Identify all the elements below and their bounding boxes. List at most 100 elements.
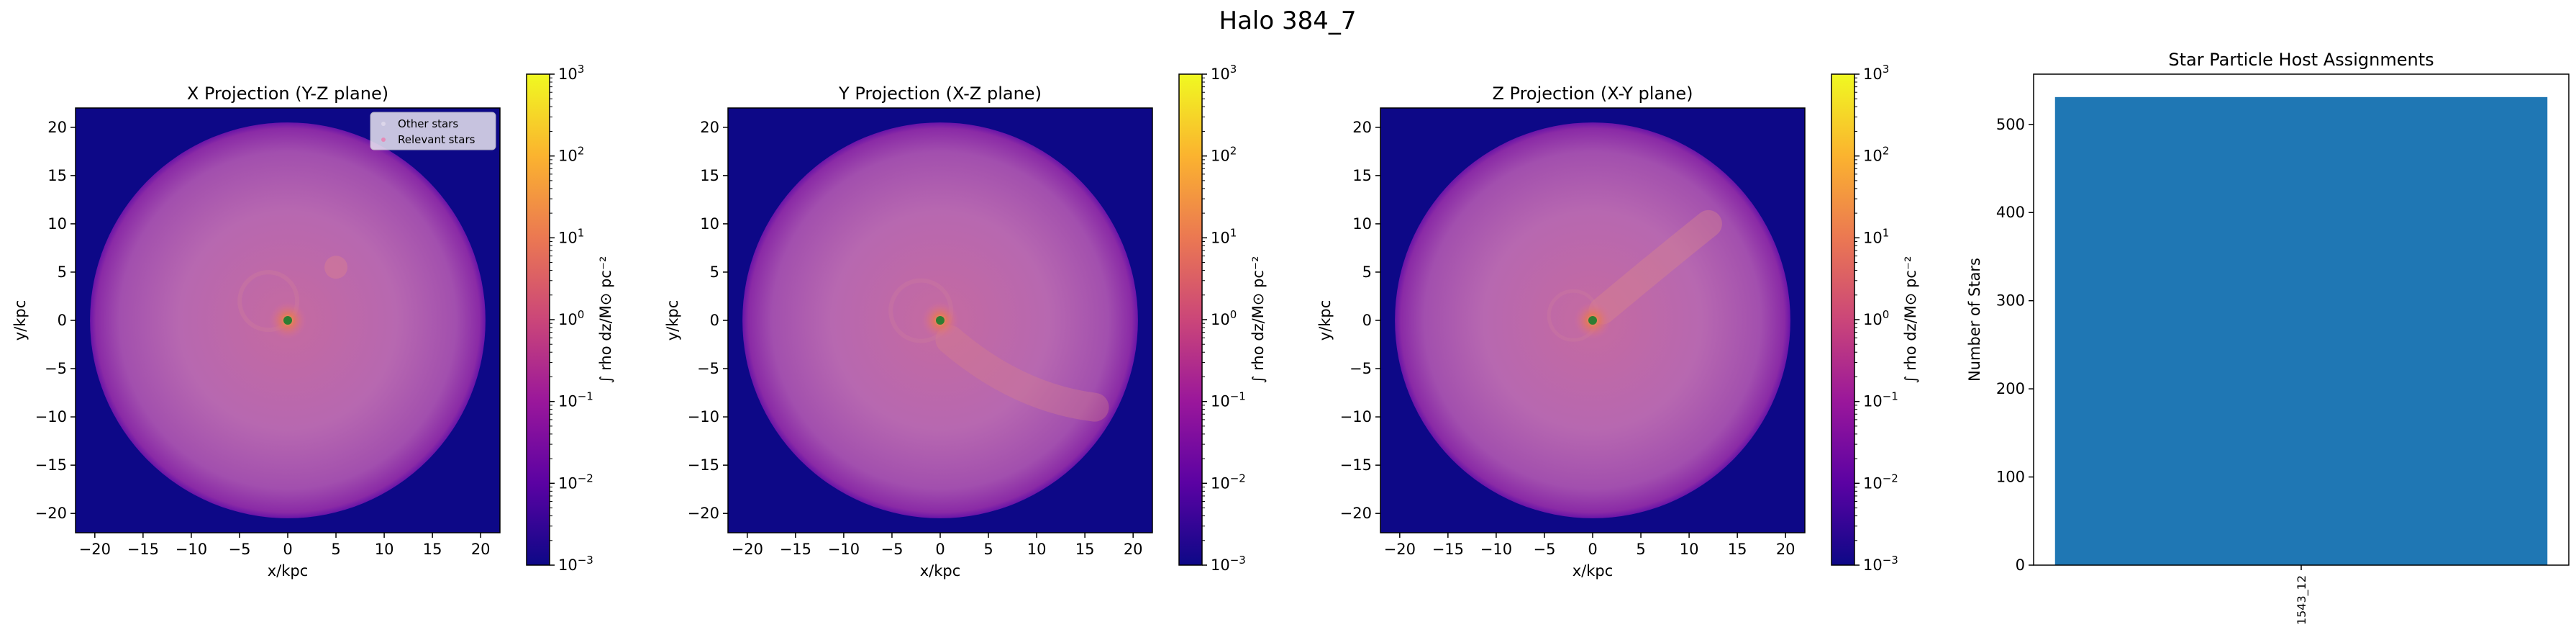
x-tick-label: 5	[983, 541, 993, 558]
y-tick-label: −20	[1340, 505, 1372, 522]
colorbar-tick-label: 102	[558, 145, 584, 165]
bar-y-tick-label: 300	[1996, 292, 2025, 310]
colorbar-tick-label: 10−2	[1863, 472, 1898, 492]
x-axis-label: x/kpc	[268, 562, 309, 580]
y-tick-label: −15	[1340, 456, 1372, 474]
panel-title: Z Projection (X-Y plane)	[1492, 84, 1693, 104]
x-tick-label: −10	[176, 541, 207, 558]
colorbar-tick-label: 10−3	[1863, 554, 1898, 574]
y-tick-label: −10	[1340, 408, 1372, 425]
x-tick-label: −20	[79, 541, 111, 558]
projection-panel-1: −20 −15 −10 −5 0 5 10 15 20 −20 −15 −10 −5 0 5 10 15 20 X …	[12, 63, 614, 580]
x-tick-label: 10	[1027, 541, 1047, 558]
relevant-stars-cluster	[283, 316, 292, 325]
y-tick-label: −10	[688, 408, 719, 425]
colorbar-tick-label: 101	[1863, 226, 1889, 246]
y-tick-label: 10	[1352, 215, 1372, 233]
y-tick-label: −20	[35, 505, 67, 522]
bar-chart-title: Star Particle Host Assignments	[2168, 50, 2434, 70]
x-tick-label: 20	[471, 541, 491, 558]
x-tick-label: 20	[1776, 541, 1796, 558]
gas-shell	[237, 270, 300, 333]
colorbar-tick-label: 10−1	[558, 390, 593, 410]
y-tick-label: −20	[688, 505, 719, 522]
colorbar-tick-label: 100	[1863, 308, 1889, 328]
colorbar-tick-label: 101	[1211, 226, 1237, 246]
x-tick-label: 15	[1728, 541, 1747, 558]
colorbar-tick-label: 102	[1863, 145, 1889, 165]
colorbar-label: ∫ rho dz/M⊙ pc⁻²	[1902, 256, 1919, 384]
y-tick-label: −5	[45, 360, 67, 377]
colorbar	[526, 73, 550, 566]
legend-box	[370, 112, 496, 150]
y-tick-label: 0	[1362, 312, 1372, 329]
y-tick-label: −10	[35, 408, 67, 425]
legend-label-relevant: Relevant stars	[398, 133, 475, 146]
y-tick-label: 15	[47, 167, 67, 184]
y-tick-label: 10	[47, 215, 67, 233]
x-tick-label: −15	[127, 541, 159, 558]
bar-y-tick-label: 500	[1996, 116, 2025, 133]
bar-1543_12	[2054, 96, 2548, 565]
x-tick-label: −20	[732, 541, 763, 558]
relevant-stars-cluster	[936, 316, 945, 325]
x-tick-label: −10	[828, 541, 860, 558]
bar-chart-panel: Star Particle Host Assignments 1543_12 0 10…	[1966, 50, 2570, 625]
colorbar-label: ∫ rho dz/M⊙ pc⁻²	[1250, 256, 1267, 384]
y-tick-label: −15	[688, 456, 719, 474]
x-tick-label: 0	[1588, 541, 1597, 558]
colorbar	[1831, 73, 1855, 566]
y-tick-label: −5	[1350, 360, 1372, 377]
x-tick-label: 5	[1636, 541, 1645, 558]
legend-marker-other	[381, 122, 386, 126]
x-tick-label: −10	[1480, 541, 1512, 558]
y-tick-label: −5	[697, 360, 719, 377]
x-tick-label: 0	[935, 541, 945, 558]
colorbar-label: ∫ rho dz/M⊙ pc⁻²	[597, 256, 614, 384]
colorbar-tick-label: 10−2	[558, 472, 593, 492]
heatmap-image	[1395, 122, 1790, 518]
y-tick-label: 10	[700, 215, 719, 233]
figure-suptitle: Halo 384_7	[1219, 6, 1357, 35]
y-tick-label: 20	[700, 119, 719, 136]
bar-category-label: 1543_12	[2295, 575, 2309, 625]
projection-panel-3: −20 −15 −10 −5 0 5 10 15 20 −20 −15 −10 −5 0 5 10 15 20 Z …	[1316, 63, 1919, 580]
gas-clump	[324, 256, 348, 279]
legend-label-other: Other stars	[398, 117, 458, 130]
bar-y-tick-label: 0	[2016, 556, 2025, 574]
colorbar-tick-label: 100	[558, 308, 584, 328]
x-tick-label: 10	[375, 541, 394, 558]
x-tick-label: −5	[880, 541, 903, 558]
y-axis-label: y/kpc	[664, 300, 681, 341]
x-tick-label: −15	[1432, 541, 1464, 558]
x-axis-label: x/kpc	[920, 562, 961, 580]
bar-y-tick-label: 400	[1996, 204, 2025, 221]
x-tick-label: 15	[1075, 541, 1095, 558]
colorbar-tick-label: 10−3	[1211, 554, 1246, 574]
colorbar-tick-label: 10−1	[1211, 390, 1246, 410]
colorbar-tick-label: 10−2	[1211, 472, 1246, 492]
bar-y-tick-label: 100	[1996, 469, 2025, 486]
colorbar-tick-label: 103	[1863, 63, 1889, 83]
colorbar	[1178, 73, 1203, 566]
bar-y-axis-label: Number of Stars	[1966, 258, 1983, 382]
colorbar-tick-label: 10−3	[558, 554, 593, 574]
colorbar-tick-label: 101	[558, 226, 584, 246]
x-tick-label: 10	[1680, 541, 1699, 558]
x-tick-label: −5	[228, 541, 250, 558]
heatmap-image	[742, 122, 1138, 518]
x-tick-label: 0	[283, 541, 292, 558]
colorbar-tick-label: 103	[558, 63, 584, 83]
y-tick-label: −15	[35, 456, 67, 474]
colorbar-tick-label: 103	[1211, 63, 1237, 83]
y-tick-label: 5	[1362, 263, 1372, 281]
gas-stream	[935, 325, 1109, 422]
y-tick-label: 20	[47, 119, 67, 136]
y-tick-label: 5	[710, 263, 719, 281]
y-tick-label: 5	[58, 263, 67, 281]
y-tick-label: 20	[1352, 119, 1372, 136]
y-tick-label: 15	[1352, 167, 1372, 184]
bar-axes-frame	[2033, 73, 2570, 566]
x-tick-label: −15	[780, 541, 811, 558]
